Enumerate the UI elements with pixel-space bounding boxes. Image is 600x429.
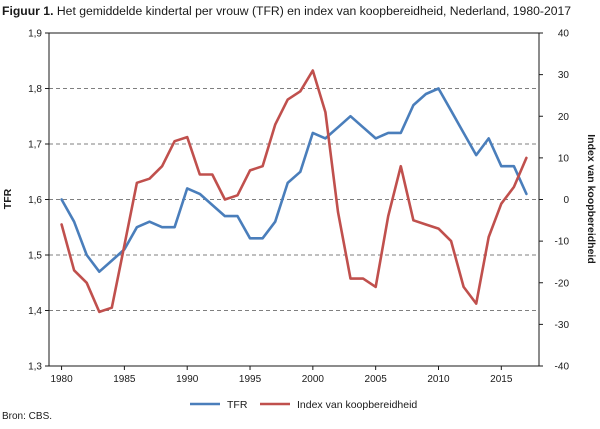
chart-title: Figuur 1. Het gemiddelde kindertal per v…: [2, 4, 571, 18]
y2-axis-label: Index van koopbereidheid: [585, 134, 597, 264]
series-lines: [60, 69, 528, 314]
y-tick-label: 1,9: [28, 29, 42, 40]
x-tick-label: 2000: [302, 374, 325, 385]
x-tick-label: 1985: [113, 374, 136, 385]
y2-tick-label: 40: [558, 29, 570, 40]
y-axis-left: 1,3 1,4 1,5 1,6 1,7 1,8 1,9: [28, 29, 49, 373]
y2-tick-label: -20: [555, 278, 570, 289]
figure-caption: Het gemiddelde kindertal per vrouw (TFR)…: [56, 4, 572, 18]
y-tick-label: 1,6: [28, 195, 42, 206]
x-tick-label: 2005: [365, 374, 388, 385]
figure-number: Figuur 1.: [2, 4, 54, 18]
legend-label-tfr: TFR: [227, 399, 248, 411]
x-tick-label: 1990: [176, 374, 199, 385]
y2-tick-label: 20: [558, 112, 570, 123]
y2-tick-label: -40: [555, 362, 570, 373]
x-tick-label: 2015: [490, 374, 513, 385]
y2-tick-label: -10: [555, 237, 570, 248]
x-tick-label: 2010: [427, 374, 450, 385]
legend: TFR Index van koopbereidheid: [190, 399, 417, 411]
y-axis-label: TFR: [2, 188, 14, 209]
y2-tick-label: 0: [563, 195, 569, 206]
y-tick-label: 1,8: [28, 84, 42, 95]
x-axis: 1980 1985 1990 1995 2000 2005 2010 2015: [50, 366, 513, 385]
x-tick-label: 1980: [50, 374, 73, 385]
y-tick-label: 1,3: [28, 362, 42, 373]
series-line-tfr: [60, 87, 528, 274]
y-tick-label: 1,5: [28, 251, 42, 262]
grid-lines: [49, 88, 539, 311]
y2-tick-label: -30: [555, 320, 570, 331]
source-note: Bron: CBS.: [2, 411, 53, 422]
y-axis-right: -40 -30 -20 -10 0 10 20 30 40: [539, 29, 569, 373]
y2-tick-label: 10: [558, 153, 570, 164]
series-line-koopbereidheid: [60, 69, 528, 314]
y-tick-label: 1,7: [28, 140, 42, 151]
legend-label-index: Index van koopbereidheid: [297, 399, 417, 411]
y-tick-label: 1,4: [28, 306, 42, 317]
y2-tick-label: 30: [558, 70, 570, 81]
x-tick-label: 1995: [239, 374, 262, 385]
